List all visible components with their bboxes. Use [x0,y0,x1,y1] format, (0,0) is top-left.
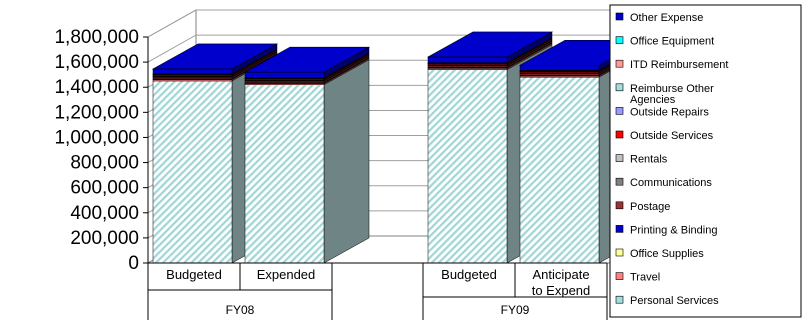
legend: Other Expense Office Equipment ITD Reimbur… [609,4,802,318]
x-group-label: FY09 [501,303,530,317]
legend-label: Personal Services [630,295,719,307]
legend-label-line: Agencies [630,94,676,106]
bar-segment-other-expense [519,65,600,71]
bars [151,31,646,264]
x-category-label-line: to Expend [532,283,591,298]
legend-label: Office Equipment [630,36,714,48]
bar-top-face [151,43,279,70]
legend-label: Communications [630,177,712,189]
bar-segment-personal-services [427,69,508,264]
legend-swatch [615,154,624,162]
y-tick-label: 800,000 [70,153,139,174]
x-category-label-line: Anticipate [532,267,589,282]
x-category-label: Expended [257,267,316,282]
legend-swatch [615,130,624,139]
legend-label: Office Supplies [630,248,704,260]
y-tick-label: 1,600,000 [54,52,139,73]
bar-stack [151,43,279,264]
legend-label: Travel [630,272,660,284]
y-tick-label: 1,800,000 [54,27,139,48]
bar-segment-other-expense [152,68,233,75]
y-tick-label: 1,200,000 [54,102,139,123]
legend-swatch [615,36,624,44]
legend-label: ITD Reimbursement [630,59,728,71]
legend-swatch [615,83,624,92]
y-tick-label: 1,000,000 [54,127,139,148]
legend-label: Outside Services [630,130,714,142]
x-category-label: Anticipate to Expend [532,267,591,298]
y-tick-label: 400,000 [70,203,139,224]
bar-segment-other-expense [244,71,325,79]
legend-swatch [615,12,624,21]
gridline [147,9,683,38]
legend-label: Printing & Binding [630,224,717,236]
bar-top-face [243,46,371,73]
y-tick-label: 1,400,000 [54,77,139,98]
bar-segment-personal-services [519,76,600,264]
legend-swatch [615,107,624,115]
y-tick-label: 200,000 [70,228,139,249]
x-group-label: FY08 [226,303,255,317]
legend-swatch [615,225,624,233]
y-tick-label: 0 [128,253,139,274]
legend-swatch [615,177,624,186]
bar-segment-side [323,59,370,264]
x-axis: Budgeted Expended Budgeted Anticipate to Exp… [147,262,608,320]
x-category-label: Budgeted [441,267,497,282]
y-tick-label: 600,000 [70,178,139,199]
legend-swatch [615,295,624,304]
legend-label: Postage [630,201,670,213]
legend-label-line: Reimburse Other [630,83,714,95]
legend-swatch [615,248,624,257]
legend-label: Outside Repairs [630,106,709,118]
x-category-label: Budgeted [166,267,222,282]
legend-label: Reimburse Other Agencies [630,83,714,106]
legend-swatch [615,272,624,280]
legend-swatch [615,59,624,68]
legend-label: Rentals [630,154,668,166]
bar-top-face [426,31,554,58]
bar-segment-personal-services [152,80,233,264]
y-axis: 0 200,000 400,000 600,000 800,000 1,000,000 1,… [54,27,149,274]
legend-label: Other Expense [630,12,703,24]
bar-stack [243,46,371,264]
legend-swatch [615,201,624,210]
legend-box [609,4,802,318]
bar-segment-personal-services [244,84,325,264]
bar-segment-other-expense [427,56,508,63]
